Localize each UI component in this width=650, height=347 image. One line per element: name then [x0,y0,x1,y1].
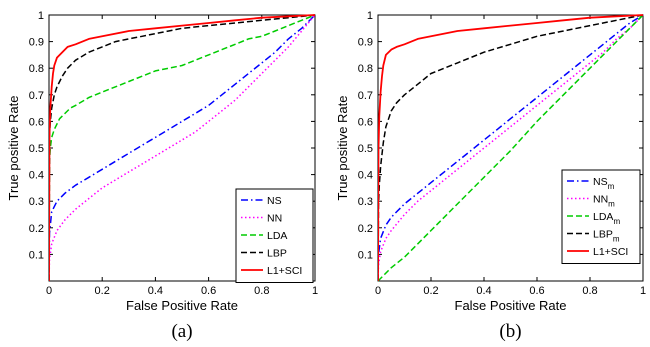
legend-entry-name: L1+SCI [267,265,302,277]
panel-caption: (a) [171,321,192,342]
legend-entry-name: NS [267,195,282,207]
panel-caption: (b) [499,321,521,342]
x-tick-label: 1 [312,285,318,297]
y-tick-label: 0.3 [29,196,44,208]
legend-entry-subscript: m [608,200,615,209]
series-line-ns [49,14,316,282]
x-tick-label: 0.6 [201,285,216,297]
y-tick-label: 0.8 [358,63,373,75]
legend-entry-subscript: m [613,217,620,226]
y-tick-label: 0.2 [29,223,44,235]
y-tick-label: 1 [367,10,373,22]
legend-entry-label: LBPm [593,229,620,244]
y-tick-label: 0.7 [358,90,373,102]
series-lines [49,14,316,282]
legend-box [561,169,641,264]
series-lines [378,14,644,282]
legend-entry-label: LDAm [593,211,620,226]
legend-entry-label: L1+SCI [593,246,628,258]
y-tick-label: 0.3 [358,196,373,208]
y-tick-label: 0.1 [29,249,44,261]
legend-entry-name: LDA [593,211,613,223]
series-line-lda [378,14,644,282]
series-line-lbp [49,14,316,282]
legend-entry-name: NN [267,213,282,225]
series-line-lda [49,14,316,282]
x-tick-label: 0.4 [148,285,163,297]
series-line-l1-sci [49,14,316,282]
legend: NS NN LDA LBP L1+SCI [235,188,314,283]
y-tick-label: 0.5 [29,143,44,155]
y-tick-label: 0.4 [358,170,373,182]
x-tick-label: 0.6 [529,285,544,297]
series-line-nn [378,14,644,282]
legend-entry-label: NSm [593,176,615,191]
legend-entry-label: NN [267,213,282,225]
y-tick-label: 0.7 [29,90,44,102]
legend-entry-subscript: m [613,235,620,244]
x-tick-label: 0.8 [582,285,597,297]
series-line-lbp [378,14,644,282]
x-tick-label: 0.8 [254,285,269,297]
legend-entry-label: LBP [267,248,287,260]
x-tick-label: 1 [640,285,646,297]
y-tick-label: 0.6 [358,116,373,128]
legend-entry-label: NNm [593,194,615,209]
x-axis-label: False Positive Rate [126,298,238,313]
roc-panel-b: 0 0.2 0.4 0.6 0.8 1 0.1 0.2 0.3 0.4 0.5 0.6 0.7 0.8 0.… [335,10,646,342]
x-tick-label: 0.2 [423,285,438,297]
legend-entry-name: LBP [593,229,613,241]
y-tick-label: 0.6 [29,116,44,128]
legend-entry-label: L1+SCI [267,265,302,277]
legend-box [235,188,314,283]
y-tick-label: 0.9 [358,37,373,49]
roc-panel-a: 0 0.2 0.4 0.6 0.8 1 0.1 0.2 0.3 0.4 0.5 0.6 0.7 0.8 0.… [6,10,318,342]
y-tick-label: 0.1 [358,249,373,261]
legend-entry-label: LDA [267,230,287,242]
y-axis-label: True positive Rate [6,95,21,200]
y-tick-label: 0.9 [29,37,44,49]
legend-entry-label: NS [267,195,282,207]
legend-entry-name: LBP [267,248,287,260]
series-line-l1-sci [378,14,644,282]
legend-entry-subscript: m [608,182,615,191]
x-axis-label: False Positive Rate [455,298,567,313]
legend-entry-name: LDA [267,230,287,242]
y-tick-label: 1 [38,10,44,22]
x-tick-label: 0 [46,285,52,297]
y-axis-label: True positive Rate [335,95,350,200]
legend-entry-name: NS [593,176,608,188]
y-tick-label: 0.8 [29,63,44,75]
x-tick-label: 0.4 [476,285,491,297]
y-tick-label: 0.5 [358,143,373,155]
legend-entry-name: NN [593,194,608,206]
legend-entry-name: L1+SCI [593,246,628,258]
y-tick-label: 0.4 [29,170,44,182]
y-tick-label: 0.2 [358,223,373,235]
x-tick-label: 0.2 [95,285,110,297]
x-tick-label: 0 [375,285,381,297]
